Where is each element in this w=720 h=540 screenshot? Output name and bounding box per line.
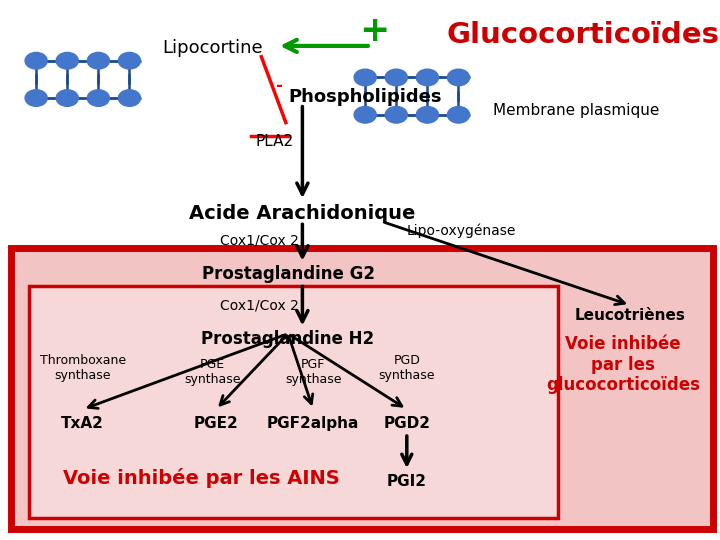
- Text: PLA2: PLA2: [256, 134, 294, 149]
- Text: +: +: [359, 15, 390, 48]
- Text: Prostaglandine G2: Prostaglandine G2: [202, 265, 374, 284]
- Circle shape: [447, 69, 469, 86]
- Bar: [29, 286, 558, 518]
- Circle shape: [87, 52, 109, 69]
- Text: PGE
synthase: PGE synthase: [184, 357, 240, 386]
- Circle shape: [354, 69, 377, 86]
- Circle shape: [25, 90, 48, 106]
- Circle shape: [416, 106, 438, 123]
- Text: PGD2: PGD2: [383, 416, 431, 431]
- Circle shape: [25, 52, 48, 69]
- Circle shape: [416, 69, 438, 86]
- Text: Voie inhibée
par les
glucocorticoïdes: Voie inhibée par les glucocorticoïdes: [546, 335, 700, 394]
- Circle shape: [385, 106, 408, 123]
- Text: Acide Arachidonique: Acide Arachidonique: [189, 204, 415, 223]
- Text: PGF2alpha: PGF2alpha: [267, 416, 359, 431]
- Text: Prostaglandine H2: Prostaglandine H2: [202, 330, 374, 348]
- Text: PGD
synthase: PGD synthase: [379, 354, 435, 382]
- Text: Thromboxane
synthase: Thromboxane synthase: [40, 354, 126, 382]
- Circle shape: [118, 52, 140, 69]
- Circle shape: [447, 106, 469, 123]
- Text: PGI2: PGI2: [387, 474, 427, 489]
- Text: Cox1/Cox 2: Cox1/Cox 2: [220, 298, 299, 312]
- Circle shape: [56, 52, 78, 69]
- Circle shape: [87, 90, 109, 106]
- Circle shape: [385, 69, 408, 86]
- Text: Membrane plasmique: Membrane plasmique: [493, 103, 660, 118]
- Text: Glucocorticoïdes: Glucocorticoïdes: [446, 21, 719, 49]
- Circle shape: [354, 106, 377, 123]
- Text: Phospholipides: Phospholipides: [288, 88, 441, 106]
- Text: Lipocortine: Lipocortine: [162, 38, 263, 57]
- Circle shape: [56, 90, 78, 106]
- Circle shape: [118, 90, 140, 106]
- Text: Voie inhibée par les AINS: Voie inhibée par les AINS: [63, 468, 340, 488]
- Text: -: -: [275, 77, 282, 96]
- Text: TxA2: TxA2: [61, 416, 104, 431]
- Text: PGF
synthase: PGF synthase: [285, 357, 341, 386]
- Text: Cox1/Cox 2: Cox1/Cox 2: [220, 233, 299, 247]
- Text: Leucotriènes: Leucotriènes: [575, 308, 685, 323]
- Text: Lipo-oxygénase: Lipo-oxygénase: [407, 224, 516, 238]
- Bar: [11, 248, 713, 529]
- Text: PGE2: PGE2: [194, 416, 238, 431]
